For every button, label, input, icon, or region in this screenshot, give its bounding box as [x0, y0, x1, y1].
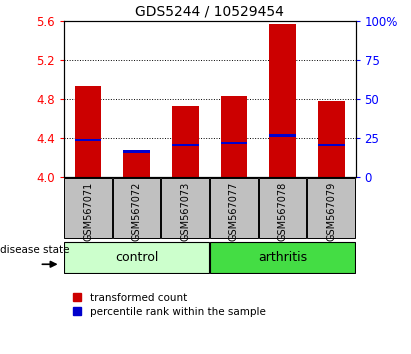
Bar	[221, 96, 247, 177]
Text: GSM567071: GSM567071	[83, 182, 93, 241]
Text: control: control	[115, 251, 158, 264]
Bar	[221, 142, 247, 144]
Legend: transformed count, percentile rank within the sample: transformed count, percentile rank withi…	[69, 289, 270, 321]
Text: GSM567078: GSM567078	[277, 182, 288, 241]
Bar	[172, 143, 199, 146]
Bar	[318, 143, 344, 146]
Bar	[269, 134, 296, 137]
Bar	[172, 106, 199, 177]
Text: disease state: disease state	[0, 245, 70, 255]
FancyBboxPatch shape	[64, 242, 209, 273]
Text: GSM567073: GSM567073	[180, 182, 190, 241]
Text: GSM567072: GSM567072	[132, 182, 142, 241]
Bar	[123, 150, 150, 177]
Text: arthritis: arthritis	[258, 251, 307, 264]
Text: GSM567079: GSM567079	[326, 182, 336, 241]
Bar	[123, 150, 150, 153]
FancyBboxPatch shape	[162, 178, 209, 238]
FancyBboxPatch shape	[259, 178, 306, 238]
Bar	[75, 86, 102, 177]
FancyBboxPatch shape	[210, 242, 355, 273]
Title: GDS5244 / 10529454: GDS5244 / 10529454	[135, 5, 284, 19]
Bar	[318, 101, 344, 177]
FancyBboxPatch shape	[113, 178, 160, 238]
FancyBboxPatch shape	[307, 178, 355, 238]
Bar	[75, 139, 102, 141]
Text: GSM567077: GSM567077	[229, 182, 239, 241]
Bar	[269, 24, 296, 177]
FancyBboxPatch shape	[210, 178, 258, 238]
FancyBboxPatch shape	[64, 178, 112, 238]
